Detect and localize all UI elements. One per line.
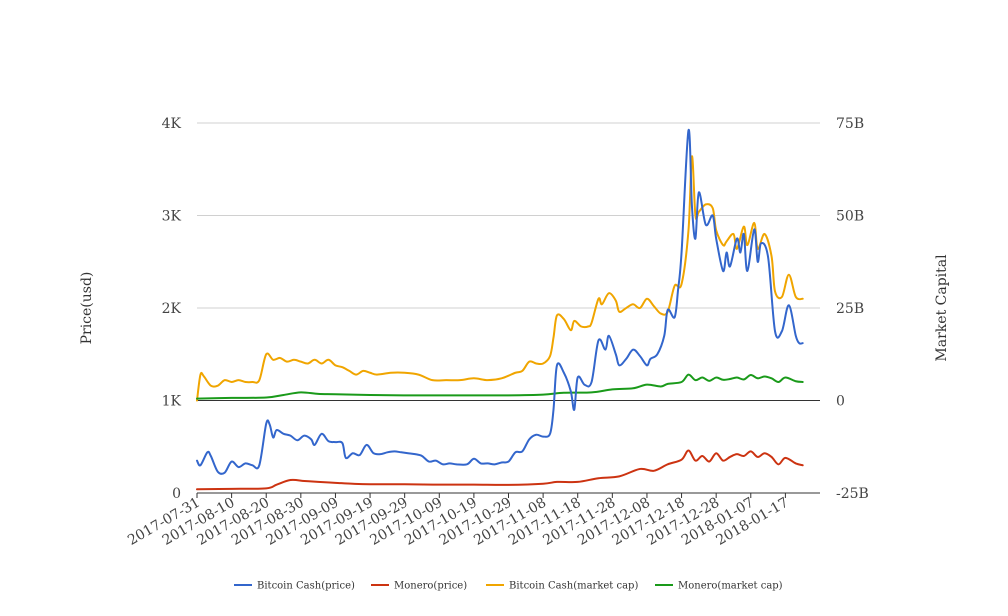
- left-tick-label: 0: [172, 486, 181, 502]
- left-tick-label: 3K: [162, 209, 182, 225]
- series-line-bitcoin-cash-price: [196, 129, 804, 475]
- legend: Bitcoin Cash(price) Monero(price) Bitcoin …: [234, 581, 783, 592]
- right-tick-label: 25B: [836, 301, 864, 317]
- right-axis-title: Market Capital: [934, 254, 950, 362]
- legend-label-bitcoin-cash-price: Bitcoin Cash(price): [257, 581, 355, 592]
- legend-label-monero-market-cap: Monero(market cap): [678, 581, 783, 592]
- gridlines: [197, 122, 820, 494]
- legend-label-bitcoin-cash-market-cap: Bitcoin Cash(market cap): [509, 581, 638, 592]
- series-lines: [196, 129, 804, 491]
- left-axis-title: Price(usd): [79, 272, 95, 345]
- series-line-monero-market-cap: [196, 373, 804, 400]
- series-line-monero-price: [196, 449, 804, 491]
- right-tick-label: 75B: [836, 116, 864, 132]
- right-tick-label: 0: [836, 394, 845, 410]
- left-tick-label: 4K: [162, 116, 182, 132]
- left-tick-label: 2K: [162, 301, 182, 317]
- legend-label-monero-price: Monero(price): [394, 581, 467, 592]
- right-axis-ticks: -25B 0 25B 50B 75B: [836, 116, 869, 502]
- left-axis-ticks: 0 1K 2K 3K 4K: [162, 116, 182, 502]
- x-axis-ticks: 2017-07-312017-08-102017-08-202017-08-30…: [125, 493, 791, 549]
- left-tick-label: 1K: [162, 394, 182, 410]
- series-line-bitcoin-cash-market-cap: [196, 155, 804, 402]
- right-tick-label: 50B: [836, 209, 864, 225]
- right-tick-label: -25B: [836, 486, 869, 502]
